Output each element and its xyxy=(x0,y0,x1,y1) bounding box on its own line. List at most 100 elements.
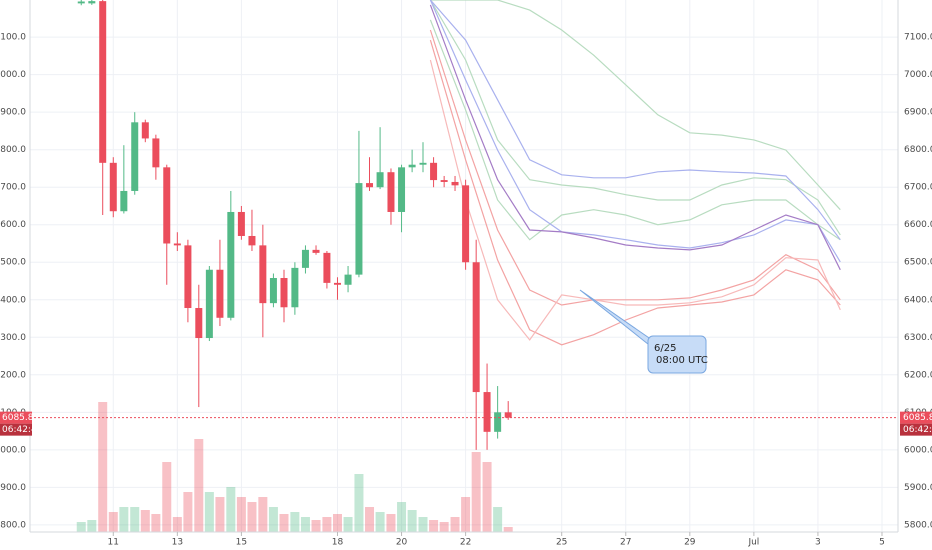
y-tick-label: 6700.0 xyxy=(904,183,932,193)
candle-body xyxy=(355,183,363,275)
candle-body xyxy=(430,162,438,181)
volume-bar xyxy=(172,517,182,532)
candle-body xyxy=(504,412,512,418)
volume-bar xyxy=(407,510,417,532)
candle-body xyxy=(419,162,427,165)
ma-line xyxy=(429,19,841,241)
ma-line xyxy=(429,0,841,263)
volume-bar xyxy=(322,517,332,532)
volume-bar xyxy=(194,439,204,532)
callout-text: 08:00 UTC xyxy=(656,355,708,366)
volume-bar xyxy=(482,462,492,532)
y-tick-label: 7100.0 xyxy=(0,33,26,43)
candle-body xyxy=(195,308,203,339)
volume-bar xyxy=(354,474,364,532)
volume-bar xyxy=(98,402,108,532)
candle-body xyxy=(366,183,374,188)
volume-bar xyxy=(183,492,193,532)
y-tick-label: 6800.0 xyxy=(904,145,932,155)
grid xyxy=(30,0,898,532)
y-tick-label: 7000.0 xyxy=(0,70,26,80)
volume-bar xyxy=(503,527,513,532)
volume-bar xyxy=(76,522,86,532)
volume-bar xyxy=(311,520,321,532)
candle-body xyxy=(184,245,192,309)
y-tick-label: 6800.0 xyxy=(0,145,26,155)
price-tag xyxy=(0,411,32,424)
volume-bar xyxy=(108,512,118,532)
candle-body xyxy=(398,167,406,212)
y-tick-label: 6600.0 xyxy=(904,220,932,230)
y-tick-label: 5800.0 xyxy=(904,520,932,530)
y-tick-label: 5800.0 xyxy=(0,520,26,530)
candle-body xyxy=(152,138,160,168)
x-tick-label: 15 xyxy=(236,538,247,548)
x-tick-label: 18 xyxy=(332,538,344,548)
candle-body xyxy=(280,278,288,308)
candle-body xyxy=(173,243,181,246)
candle-body xyxy=(376,172,384,188)
x-tick-label: 25 xyxy=(556,538,567,548)
y-tick-label: 6200.0 xyxy=(904,370,932,380)
volume-bar xyxy=(375,512,385,532)
candle-body xyxy=(323,252,331,283)
candle-body xyxy=(440,180,448,182)
candle-body xyxy=(483,392,491,432)
y-tick-label: 6700.0 xyxy=(0,183,26,193)
y-tick-label: 6900.0 xyxy=(0,108,26,118)
callout-text: 6/25 xyxy=(654,343,676,354)
candle-body xyxy=(291,267,299,308)
countdown-tag xyxy=(0,423,32,436)
price-tag-label: 6085.8 xyxy=(903,413,932,423)
candle-body xyxy=(462,185,470,263)
volume-bar xyxy=(268,507,278,532)
candle-body xyxy=(141,122,149,139)
volume-bar xyxy=(258,497,268,532)
price-tag-label: 6085.8 xyxy=(2,413,34,423)
volume-bar xyxy=(332,514,342,532)
ma-line xyxy=(429,0,841,236)
x-tick-label: 3 xyxy=(815,538,821,548)
ma-line xyxy=(429,0,841,241)
y-tick-label: 5900.0 xyxy=(904,483,932,493)
candle-body xyxy=(248,235,256,246)
candle-body xyxy=(131,122,139,191)
volume-bar xyxy=(365,507,375,532)
ma-line xyxy=(429,59,841,341)
candle-body xyxy=(216,269,224,318)
x-tick-label: 27 xyxy=(620,538,631,548)
candle-body xyxy=(333,282,341,285)
volume-bar xyxy=(215,497,225,532)
candle-body xyxy=(237,211,245,236)
price-tag xyxy=(900,411,932,424)
candle-body xyxy=(205,269,213,339)
x-tick-label: Jul xyxy=(747,538,759,548)
y-tick-label: 6000.0 xyxy=(904,445,932,455)
y-tick-label: 6300.0 xyxy=(904,333,932,343)
volume-bar xyxy=(119,507,129,532)
candle-body xyxy=(472,262,480,393)
y-tick-label: 7100.0 xyxy=(904,33,932,43)
ma-line xyxy=(429,39,841,346)
volume-bar xyxy=(279,514,289,532)
countdown-label: 06:42:45 xyxy=(903,425,932,435)
candle-body xyxy=(77,1,85,4)
volume-bar xyxy=(140,510,150,532)
candle-body xyxy=(451,181,459,186)
y-tick-label: 6900.0 xyxy=(904,108,932,118)
x-tick-label: 13 xyxy=(172,538,183,548)
volume-bar xyxy=(290,512,300,532)
y-tick-label: 6400.0 xyxy=(0,295,26,305)
candle-body xyxy=(120,190,128,212)
volume-bar xyxy=(418,517,428,532)
volume-bar xyxy=(450,517,460,532)
volume-bar xyxy=(226,487,236,532)
volume-bar xyxy=(429,520,439,532)
candle-body xyxy=(269,278,277,304)
y-tick-label: 6200.0 xyxy=(0,370,26,380)
volume-bar xyxy=(471,452,481,532)
volume-bar xyxy=(439,522,449,532)
y-tick-label: 6300.0 xyxy=(0,333,26,343)
